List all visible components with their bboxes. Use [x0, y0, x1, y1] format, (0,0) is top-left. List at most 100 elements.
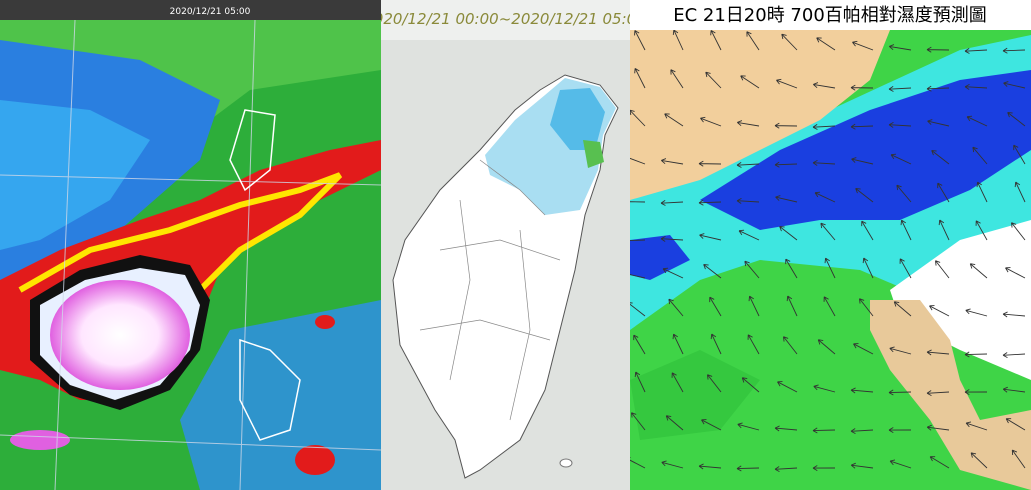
wind-arrow	[850, 428, 874, 434]
wind-arrow	[699, 233, 722, 241]
wind-arrow	[851, 157, 874, 165]
wind-arrow	[976, 181, 988, 203]
wind-arrow	[738, 229, 760, 241]
wind-arrow	[938, 219, 950, 241]
wind-arrow	[965, 421, 988, 431]
wind-arrow	[937, 182, 950, 203]
wind-arrow	[785, 258, 798, 279]
wind-arrow	[964, 48, 988, 54]
wind-arrow	[744, 260, 760, 279]
wind-arrow	[823, 296, 836, 317]
wind-arrow	[850, 462, 874, 469]
wind-arrow	[812, 159, 836, 166]
wind-arrow	[631, 412, 646, 431]
wind-arrow	[893, 301, 912, 317]
wind-arrow	[736, 197, 760, 204]
wind-arrow	[817, 339, 836, 355]
wind-arrow	[929, 305, 950, 317]
wind-arrow	[1002, 352, 1026, 358]
wind-arrow	[630, 274, 646, 279]
wind-arrow	[965, 308, 988, 317]
wind-arrow	[970, 452, 988, 469]
wind-arrow	[859, 298, 874, 317]
wind-arrow	[1002, 311, 1026, 318]
wind-arrow	[783, 336, 798, 355]
wind-arrow	[899, 258, 912, 279]
wind-arrow	[888, 121, 912, 128]
wind-arrow	[975, 220, 988, 241]
wind-arrow	[900, 219, 912, 241]
wind-arrow	[698, 199, 722, 206]
wind-arrow	[1011, 449, 1026, 469]
wind-arrow	[927, 119, 950, 127]
wind-arrow	[740, 75, 760, 89]
wind-arrow	[1005, 418, 1026, 431]
wind-arrow	[862, 257, 874, 279]
wind-arrow	[926, 349, 950, 356]
wind-arrow	[736, 465, 760, 472]
wind-arrow	[709, 296, 722, 317]
wind-arrow	[705, 71, 722, 89]
wind-arrow	[630, 239, 646, 242]
wind-arrow	[672, 29, 684, 51]
wind-arrow	[701, 419, 722, 431]
wind-arrow	[671, 372, 684, 393]
wind-arrow	[888, 44, 912, 51]
wind-arrow	[781, 33, 798, 51]
wind-arrows	[630, 29, 1026, 472]
wind-arrow	[698, 160, 722, 167]
wind-arrow	[813, 384, 836, 393]
wind-arrow	[926, 390, 950, 396]
wind-arrow	[969, 263, 988, 279]
wind-arrow	[852, 40, 874, 51]
wind-arrow	[777, 381, 798, 393]
satellite-timestamp: 2020/12/21 05:00	[170, 7, 251, 17]
wind-arrow	[926, 85, 950, 92]
wind-arrow	[935, 260, 950, 279]
wind-arrow	[1013, 144, 1026, 165]
wind-arrow	[888, 86, 912, 92]
wind-arrow	[748, 295, 760, 317]
wind-arrow	[633, 334, 646, 355]
wind-arrow	[779, 226, 798, 241]
wind-arrow	[1002, 47, 1026, 54]
wind-arrow	[786, 295, 798, 317]
wind-arrow	[1005, 267, 1026, 279]
wind-arrow	[824, 257, 836, 279]
forecast-title: EC 21日20時 700百帕相對濕度預測圖	[673, 5, 987, 26]
wind-arrow	[820, 222, 836, 241]
rainfall-title: 2020/12/21 00:00~2020/12/21 05:00	[364, 10, 645, 28]
wind-arrow	[774, 122, 798, 129]
wind-arrow	[710, 333, 722, 355]
wind-arrow	[774, 466, 798, 472]
wind-arrow	[888, 427, 912, 434]
wind-arrow	[774, 425, 798, 432]
wind-arrow	[668, 298, 684, 317]
wind-arrow	[737, 422, 760, 431]
wind-arrow	[660, 200, 684, 206]
wind-arrow	[1002, 386, 1026, 393]
wind-arrow	[660, 235, 684, 242]
wind-arrow	[1014, 181, 1026, 203]
wind-arrow	[710, 29, 722, 51]
wind-arrow	[741, 377, 760, 393]
wind-arrow	[964, 351, 988, 358]
wind-arrow	[850, 123, 874, 130]
wind-arrow	[630, 302, 646, 317]
wind-arrow	[812, 465, 836, 472]
wind-arrow	[672, 333, 684, 355]
wind-arrow	[926, 46, 950, 53]
wind-arrow	[1003, 81, 1026, 89]
wind-arrow	[850, 387, 874, 394]
wind-arrow	[698, 463, 722, 470]
wind-arrow	[890, 153, 912, 165]
wind-arrow	[812, 82, 836, 89]
wind-arrow	[931, 150, 950, 165]
wind-arrow	[889, 346, 912, 355]
wind-arrow	[630, 157, 646, 165]
wind-arrow	[776, 78, 798, 89]
wind-arrow	[664, 113, 684, 127]
wind-arrow	[630, 457, 646, 469]
wind-arrow	[665, 415, 684, 431]
wind-arrow	[703, 264, 722, 279]
